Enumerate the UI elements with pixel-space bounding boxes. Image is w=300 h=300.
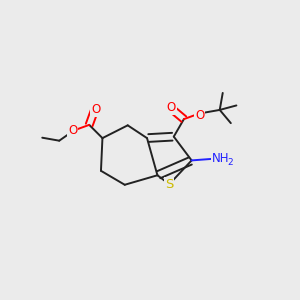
- Text: O: O: [91, 103, 100, 116]
- Text: 2: 2: [227, 158, 233, 167]
- Text: O: O: [195, 109, 205, 122]
- Text: NH: NH: [212, 152, 230, 165]
- Text: O: O: [68, 124, 78, 137]
- Text: O: O: [167, 101, 176, 114]
- Text: S: S: [165, 178, 173, 191]
